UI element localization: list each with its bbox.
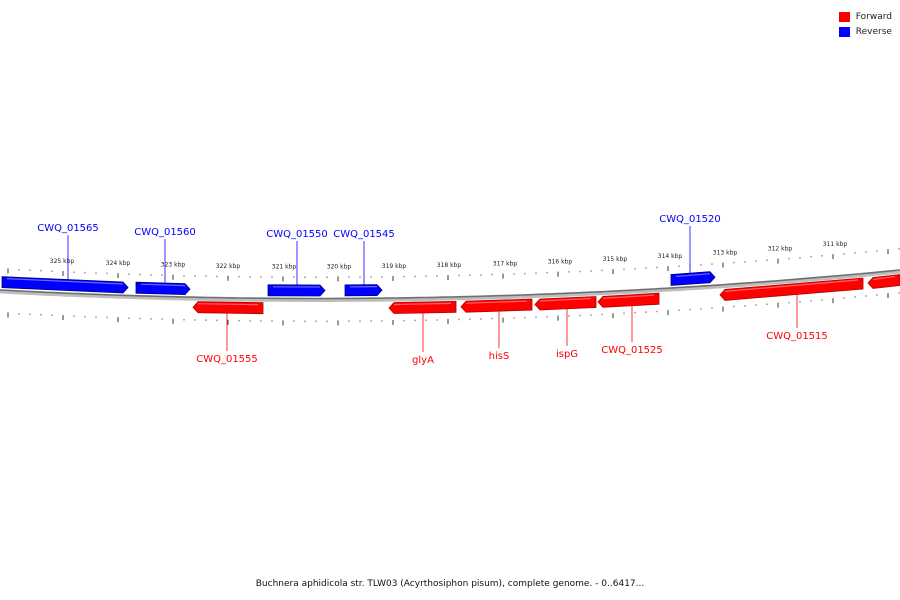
gene-arrow [670,271,716,286]
gene-arrow-highlight [197,303,259,306]
gene-arrow [867,274,900,289]
legend-reverse-label: Reverse [855,26,892,37]
kbp-tick-label: 324 kbp [106,260,131,267]
gene-arrow-highlight [539,297,592,302]
backbone-line [0,269,900,300]
gene-label: CWQ_01520 [659,214,721,225]
gene-arrow [597,292,660,308]
kbp-tick-label: 314 kbp [658,253,683,260]
gene-label: CWQ_01550 [266,229,328,240]
gene-arrow-highlight [6,278,124,285]
gene-label: CWQ_01555 [196,354,258,365]
backbone-shadow [0,270,900,302]
gene-label: CWQ_01515 [766,331,828,342]
kbp-tick-label: 319 kbp [382,263,407,270]
map-caption: Buchnera aphidicola str. TLW03 (Acyrthos… [255,579,645,589]
gene-arrow-highlight [140,283,186,287]
gene-arrow-highlight [724,279,859,292]
gene-label: CWQ_01565 [37,223,99,234]
forward-swatch [838,11,850,22]
gene-label: hisS [489,351,510,362]
kbp-tick-label: 311 kbp [823,241,848,248]
kbp-tick-label: 316 kbp [548,259,573,266]
kbp-tick-label: 321 kbp [272,263,297,270]
gene-arrow [719,277,864,301]
gene-arrow-highlight [602,294,655,299]
kbp-tick-label: 313 kbp [713,250,738,257]
kbp-tick-label: 322 kbp [216,263,241,270]
gene-label: glyA [412,355,434,366]
kbp-tick-label: 320 kbp [327,263,352,270]
gene-arrow-highlight [393,302,452,306]
kbp-tick-label: 315 kbp [603,256,628,263]
gene-arrow [1,276,129,294]
legend: Forward Reverse [838,9,892,39]
kbp-tick-label: 325 kbp [50,258,75,265]
kbp-tick-label: 312 kbp [768,246,793,253]
gene-arrow-highlight [872,275,896,281]
legend-forward-label: Forward [855,11,892,22]
legend-forward: Forward [838,9,892,24]
reverse-swatch [838,26,850,37]
gene-label: CWQ_01545 [333,229,395,240]
gene-label: CWQ_01560 [134,227,196,238]
gene-arrow [267,284,326,297]
gene-arrow-highlight [675,273,711,278]
gene-arrow-highlight [465,300,528,304]
gene-label: ispG [556,349,578,360]
kbp-tick-label: 317 kbp [493,261,518,268]
gene-label: CWQ_01525 [601,345,663,356]
kbp-tick-label: 323 kbp [161,262,186,269]
kbp-tick-label: 318 kbp [437,262,462,269]
legend-reverse: Reverse [838,24,892,39]
gene-arrow [534,296,597,311]
